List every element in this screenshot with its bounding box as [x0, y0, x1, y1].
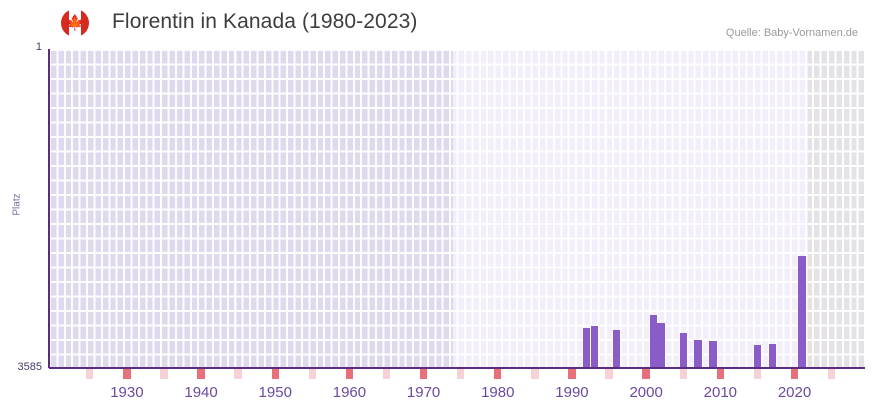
chart-header: 🍁 Florentin in Kanada (1980-2023) Quelle… — [0, 0, 873, 44]
bar-1993 — [590, 326, 598, 368]
maple-leaf-glyph: 🍁 — [65, 14, 85, 32]
bar-2005 — [679, 332, 687, 368]
tick-mark-1985 — [531, 369, 539, 379]
tick-mark-1930 — [123, 369, 131, 379]
x-axis-tick-band — [49, 369, 865, 379]
x-axis-label-1980: 1980 — [481, 384, 515, 401]
tick-mark-1980 — [494, 369, 502, 379]
tick-mark-1970 — [419, 369, 428, 379]
tick-mark-2010 — [716, 369, 725, 379]
x-axis-label-1940: 1940 — [184, 384, 218, 401]
tick-mark-1945 — [234, 369, 242, 379]
source-credit: Quelle: Baby-Vornamen.de — [725, 27, 858, 39]
plot-area — [49, 49, 865, 368]
tick-mark-2020 — [790, 369, 799, 379]
bar-2002 — [657, 323, 665, 368]
bar-2015 — [753, 345, 762, 368]
x-axis-label-1930: 1930 — [110, 384, 144, 401]
bar-2001 — [649, 315, 658, 368]
y-axis-label-bottom: 3585 — [17, 361, 42, 373]
x-axis-label-1960: 1960 — [332, 384, 367, 401]
tick-mark-1975 — [457, 369, 465, 379]
bar-2009 — [709, 341, 717, 368]
bar-1996 — [612, 330, 621, 368]
tick-mark-1925 — [86, 369, 94, 379]
tick-mark-1935 — [160, 369, 168, 379]
tick-mark-1965 — [382, 369, 391, 379]
tick-mark-2015 — [753, 369, 762, 379]
x-axis-label-1990: 1990 — [555, 384, 589, 401]
bar-2021 — [798, 255, 806, 368]
tick-mark-2005 — [679, 369, 687, 379]
canada-flag-icon: 🍁 — [61, 9, 89, 37]
tick-mark-2025 — [827, 369, 836, 379]
page-title: Florentin in Kanada (1980-2023) — [112, 10, 418, 33]
tick-mark-2000 — [642, 369, 650, 379]
tick-mark-1995 — [605, 369, 613, 379]
tick-mark-1960 — [345, 369, 354, 379]
y-axis-line — [48, 49, 50, 368]
plot-gridlines — [49, 49, 865, 368]
x-axis-label-1950: 1950 — [258, 384, 292, 401]
tick-mark-1940 — [197, 369, 205, 379]
bar-series — [49, 49, 865, 368]
bar-2007 — [694, 339, 702, 368]
flag-band-left — [61, 9, 69, 37]
x-axis-label-2020: 2020 — [777, 384, 812, 401]
x-axis-label-2010: 2010 — [703, 384, 738, 401]
x-axis-label-1970: 1970 — [406, 384, 441, 401]
y-axis-title: Platz — [11, 193, 23, 216]
bar-2017 — [768, 343, 776, 368]
x-axis-line — [49, 367, 865, 369]
flag-band-right — [81, 9, 89, 37]
x-axis-label-2000: 2000 — [629, 384, 663, 401]
y-axis-label-top: 1 — [35, 41, 42, 53]
tick-mark-1955 — [308, 369, 317, 379]
tick-mark-1990 — [568, 369, 576, 379]
bar-1992 — [583, 327, 591, 368]
tick-mark-1950 — [271, 369, 279, 379]
